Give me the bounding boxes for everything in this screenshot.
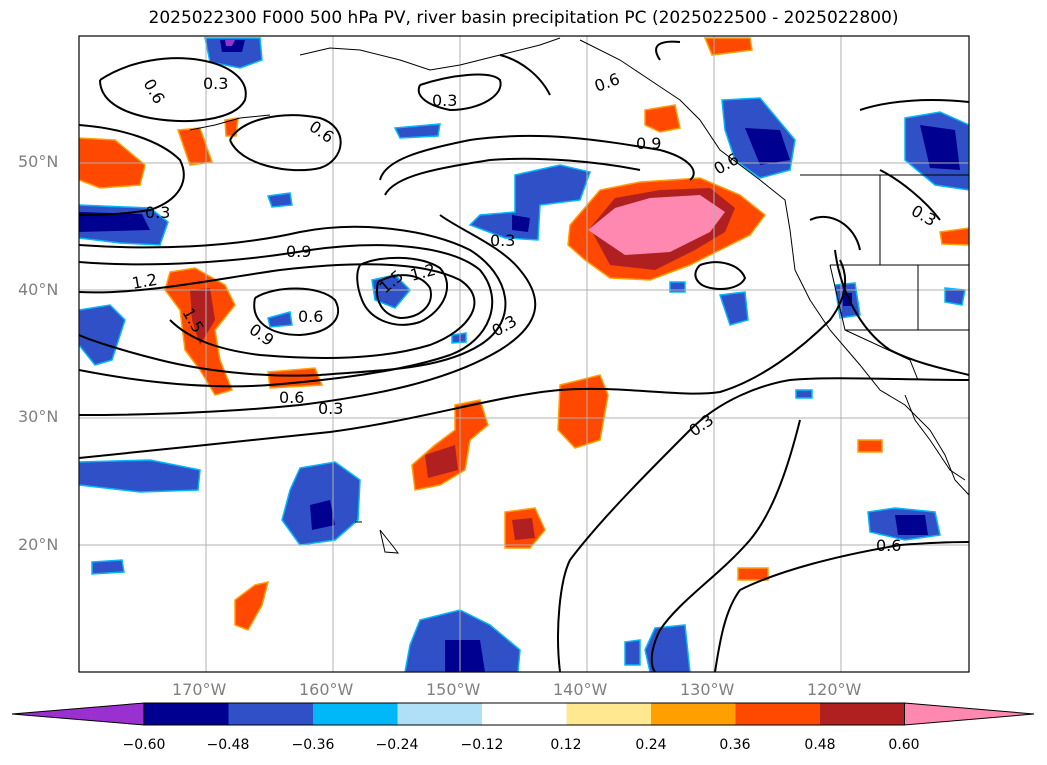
graticule xyxy=(79,36,969,672)
contour-label: 0.6 xyxy=(140,76,169,108)
contour-label: 0.3 xyxy=(685,410,717,440)
colorbar-tick: −0.48 xyxy=(206,737,250,753)
contour-label: 0.6 xyxy=(279,388,304,407)
contour-label: 0.3 xyxy=(145,203,170,222)
lon-label-160w: 160°W xyxy=(299,680,354,699)
map-title: 2025022300 F000 500 hPa PV, river basin … xyxy=(148,8,899,28)
lon-label-130w: 130°W xyxy=(680,680,735,699)
precip-positive-areas xyxy=(79,37,969,631)
contour-label: 0.3 xyxy=(490,231,515,250)
colorbar-tick: 0.60 xyxy=(888,737,920,753)
contour-label: 0.3 xyxy=(318,399,343,418)
colorbar xyxy=(11,702,1035,726)
lon-label-120w: 120°W xyxy=(807,680,862,699)
contour-label: 1.2 xyxy=(408,260,438,285)
contour-label: 0.3 xyxy=(432,91,457,110)
lat-label-30n: 30°N xyxy=(18,407,59,426)
lon-label-170w: 170°W xyxy=(172,680,227,699)
colorbar-tick: −0.60 xyxy=(122,737,166,753)
lat-label-40n: 40°N xyxy=(18,280,59,299)
contour-label: 0.6 xyxy=(298,307,323,326)
colorbar-tick: 0.24 xyxy=(635,737,667,753)
lon-label-150w: 150°W xyxy=(426,680,481,699)
contour-label: 0.9 xyxy=(286,242,311,261)
colorbar-tick: −0.24 xyxy=(375,737,419,753)
precip-negative-areas xyxy=(79,37,969,672)
coastlines xyxy=(189,37,969,554)
contour-label: 0.6 xyxy=(876,536,901,555)
contour-label: 0.3 xyxy=(908,201,940,230)
contour-label: 0.3 xyxy=(203,74,228,93)
lat-label-20n: 20°N xyxy=(18,535,59,554)
contour-label: 1.2 xyxy=(130,270,158,293)
colorbar-tick: 0.48 xyxy=(804,737,836,753)
contour-label: 0.3 xyxy=(489,311,521,340)
colorbar-tick: −0.12 xyxy=(460,737,504,753)
map-frame xyxy=(78,35,970,673)
contour-label: 0.9 xyxy=(636,134,661,153)
colorbar-tick: 0.12 xyxy=(550,737,582,753)
pv-contours xyxy=(79,40,969,672)
lon-label-140w: 140°W xyxy=(553,680,608,699)
colorbar-tick: 0.36 xyxy=(719,737,751,753)
contour-label: 0.6 xyxy=(592,69,622,96)
colorbar-tick: −0.36 xyxy=(291,737,335,753)
lat-label-50n: 50°N xyxy=(18,152,59,171)
